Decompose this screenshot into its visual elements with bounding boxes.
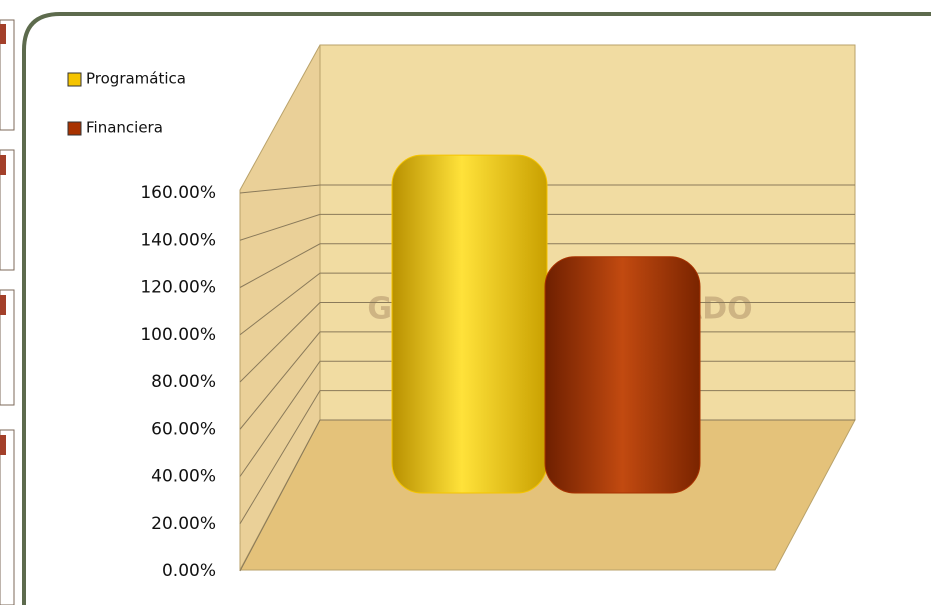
y-tick-label: 60.00%: [151, 419, 216, 439]
grid-line: [239, 184, 855, 194]
frame: [22, 12, 931, 605]
y-tick-label: 80.00%: [151, 372, 216, 392]
side-panels: [0, 19, 15, 605]
y-tick-label: 120.00%: [140, 278, 216, 298]
y-tick-label: 0.00%: [162, 561, 216, 581]
legend-label: Programática: [86, 70, 186, 88]
y-tick-label: 20.00%: [151, 514, 216, 534]
grid-line: [239, 243, 855, 288]
bar: [544, 256, 701, 494]
y-tick-label: 40.00%: [151, 467, 216, 487]
y-tick-label: 160.00%: [140, 183, 216, 203]
legend-swatch: [67, 72, 82, 87]
y-tick-label: 140.00%: [140, 230, 216, 250]
y-tick-label: 100.00%: [140, 325, 216, 345]
legend: Programática Financiera: [67, 70, 186, 137]
legend-swatch: [67, 121, 82, 136]
bar: [391, 154, 548, 494]
grid-line: [239, 213, 855, 241]
legend-label: Financiera: [86, 119, 163, 137]
